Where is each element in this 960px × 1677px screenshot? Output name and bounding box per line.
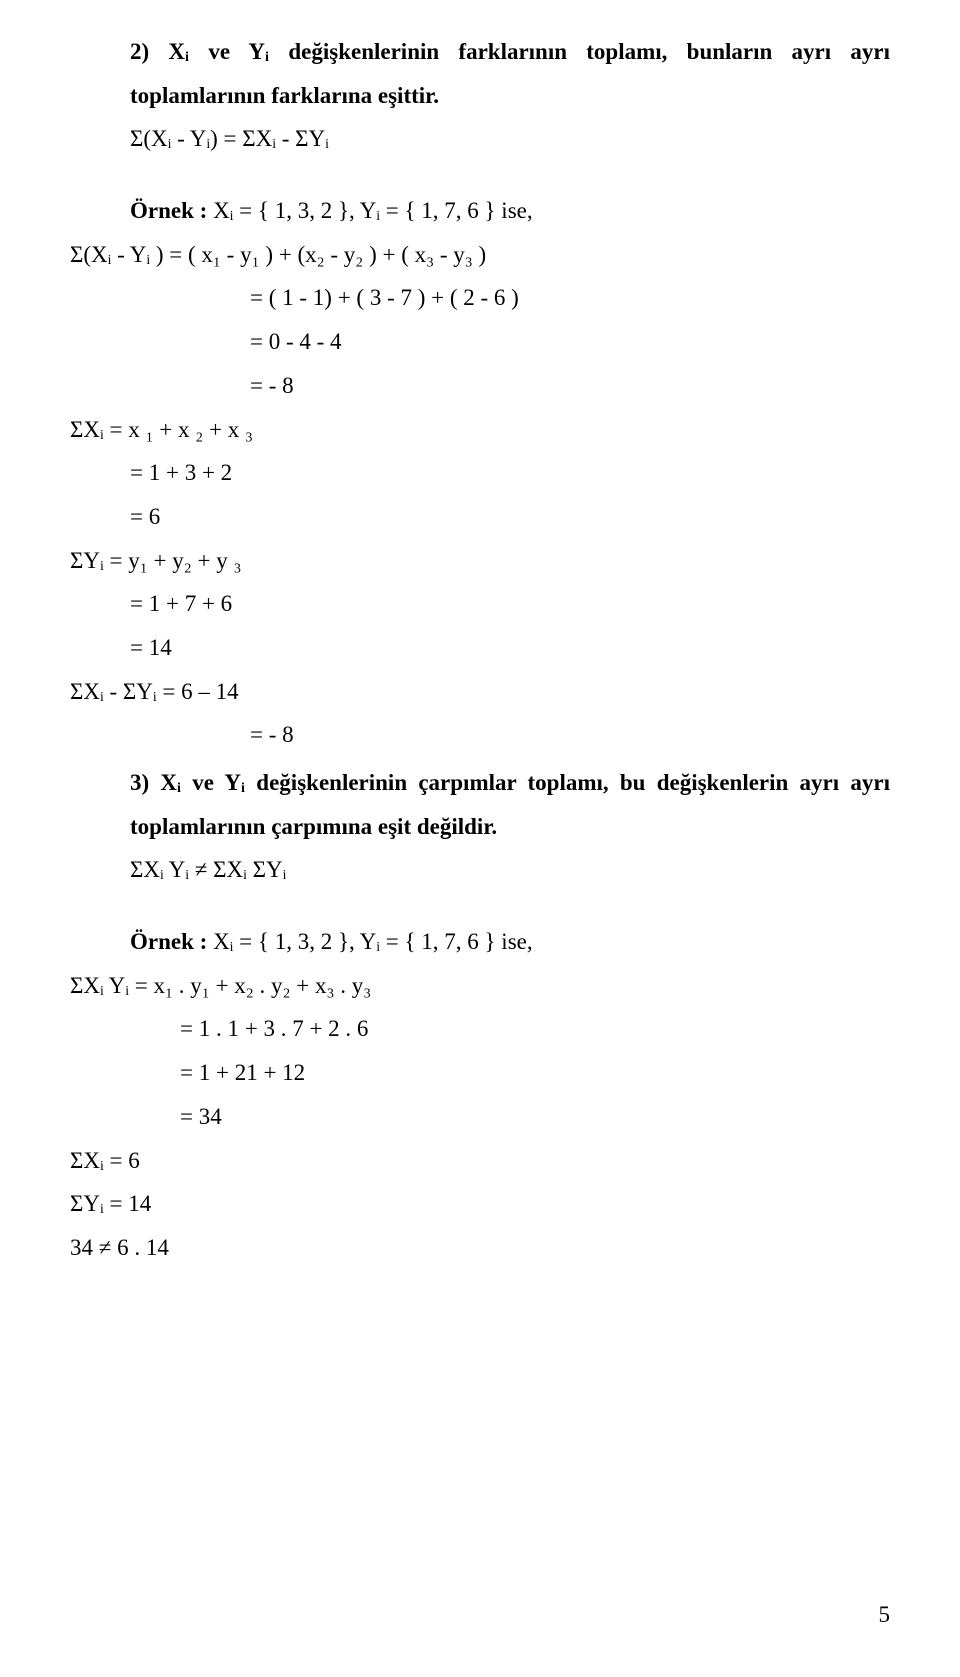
- example-1-line-2: = ( 1 - 1) + ( 3 - 7 ) + ( 2 - 6 ): [70, 276, 890, 320]
- example-1-line-5: ΣXᵢ = x ₁ + x ₂ + x ₃: [70, 408, 890, 452]
- example-text: Xᵢ = { 1, 3, 2 }, Yᵢ = { 1, 7, 6 } ise,: [207, 198, 532, 223]
- example-2-line-2: = 1 . 1 + 3 . 7 + 2 . 6: [70, 1007, 890, 1051]
- example-1-line-10: = 14: [70, 626, 890, 670]
- spacer: [70, 892, 890, 920]
- example-text: Xᵢ = { 1, 3, 2 }, Yᵢ = { 1, 7, 6 } ise,: [207, 929, 532, 954]
- example-1-header: Örnek : Xᵢ = { 1, 3, 2 }, Yᵢ = { 1, 7, 6…: [70, 189, 890, 233]
- example-2-line-5: ΣXᵢ = 6: [70, 1139, 890, 1183]
- example-1-line-9: = 1 + 7 + 6: [70, 582, 890, 626]
- document-page: 2) Xᵢ ve Yᵢ değişkenlerinin farklarının …: [0, 0, 960, 1677]
- example-1-line-4: = - 8: [70, 364, 890, 408]
- example-label: Örnek :: [130, 198, 207, 223]
- paragraph-property-2: 2) Xᵢ ve Yᵢ değişkenlerinin farklarının …: [70, 30, 890, 117]
- example-2-line-3: = 1 + 21 + 12: [70, 1051, 890, 1095]
- example-1-line-12: = - 8: [70, 713, 890, 757]
- example-label: Örnek :: [130, 929, 207, 954]
- example-1-line-1: Σ(Xᵢ - Yᵢ ) = ( x₁ - y₁ ) + (x₂ - y₂ ) +…: [70, 233, 890, 277]
- paragraph-property-3: 3) Xᵢ ve Yᵢ değişkenlerinin çarpımlar to…: [70, 761, 890, 848]
- example-2-header: Örnek : Xᵢ = { 1, 3, 2 }, Yᵢ = { 1, 7, 6…: [70, 920, 890, 964]
- example-2-line-6: ΣYᵢ = 14: [70, 1182, 890, 1226]
- text: 3) Xᵢ ve Yᵢ değişkenlerinin çarpımlar to…: [130, 770, 890, 839]
- example-1-line-7: = 6: [70, 495, 890, 539]
- example-2-line-1: ΣXᵢ Yᵢ = x₁ . y₁ + x₂ . y₂ + x₃ . y₃: [70, 964, 890, 1008]
- example-1-line-11: ΣXᵢ - ΣYᵢ = 6 – 14: [70, 670, 890, 714]
- equation-2: ΣXᵢ Yᵢ ≠ ΣXᵢ ΣYᵢ: [70, 848, 890, 892]
- equation-1: Σ(Xᵢ - Yᵢ) = ΣXᵢ - ΣYᵢ: [70, 117, 890, 161]
- example-1-line-3: = 0 - 4 - 4: [70, 320, 890, 364]
- page-number: 5: [879, 1593, 891, 1637]
- example-1-line-6: = 1 + 3 + 2: [70, 451, 890, 495]
- text: 2) Xᵢ ve Yᵢ değişkenlerinin farklarının …: [130, 39, 890, 108]
- spacer: [70, 161, 890, 189]
- example-2-line-4: = 34: [70, 1095, 890, 1139]
- example-1-line-8: ΣYᵢ = y₁ + y₂ + y ₃: [70, 539, 890, 583]
- example-2-line-7: 34 ≠ 6 . 14: [70, 1226, 890, 1270]
